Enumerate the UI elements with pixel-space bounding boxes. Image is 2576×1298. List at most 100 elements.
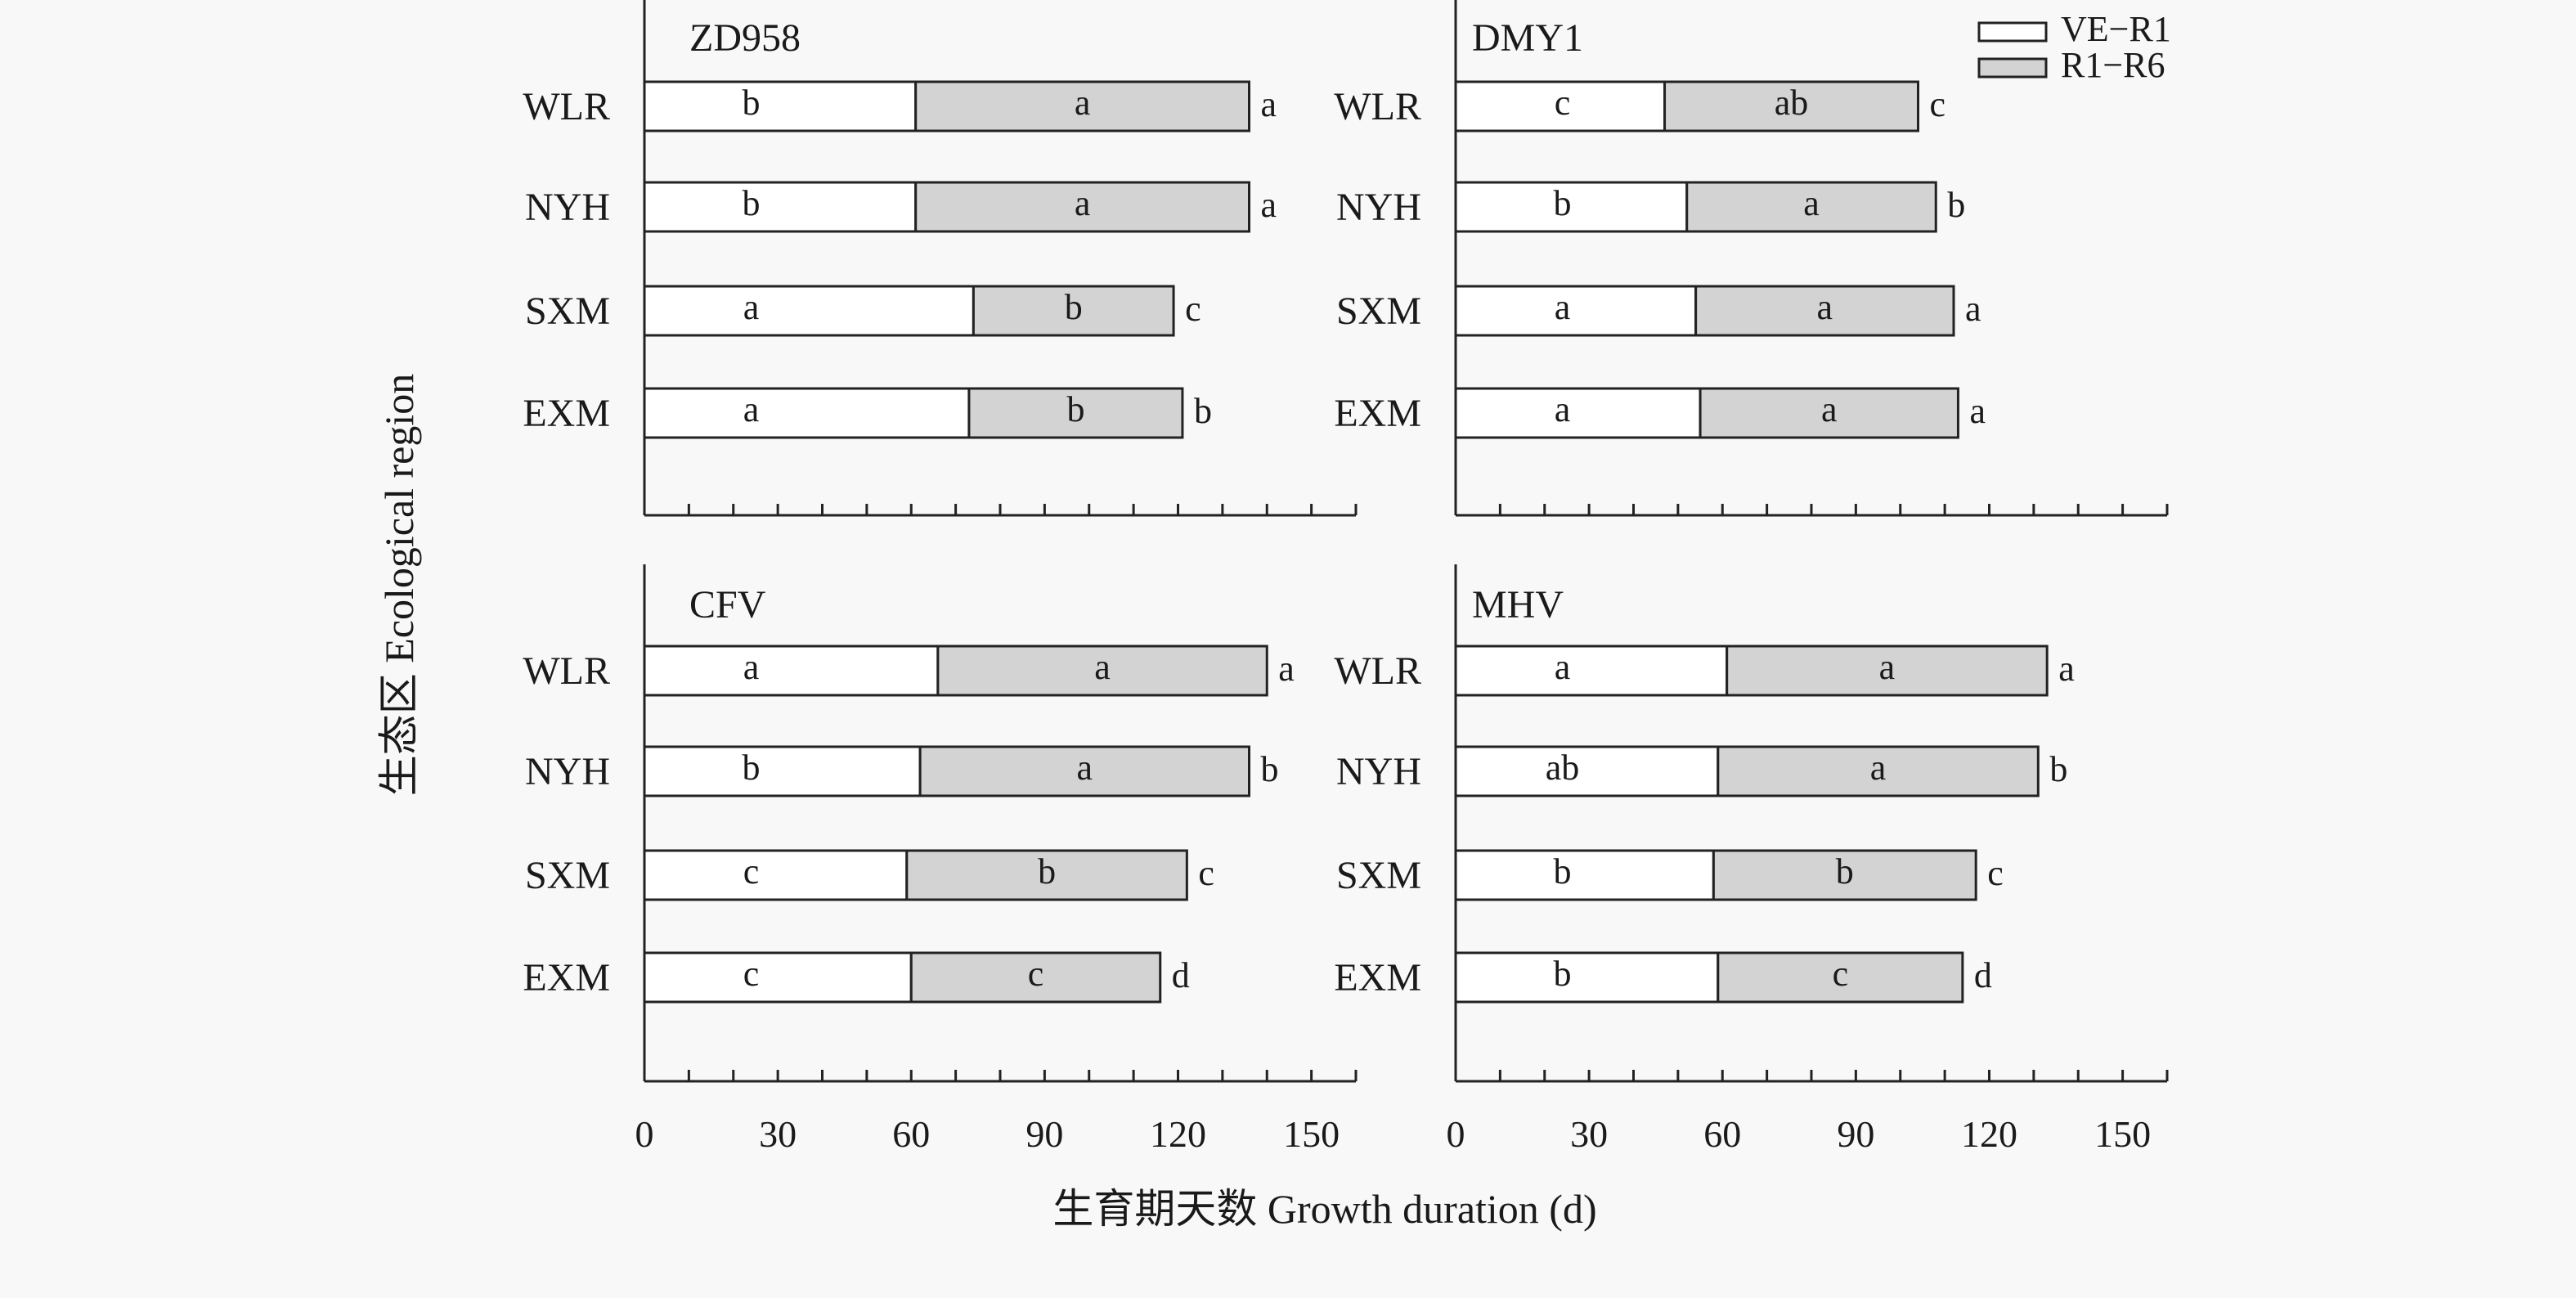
significance-label: a — [1817, 287, 1833, 327]
significance-label: a — [1821, 389, 1838, 429]
bar-segment-r1-r6 — [914, 80, 1250, 132]
panel-title: MHV — [1472, 583, 1564, 627]
bar-segment-r1-r6 — [1717, 951, 1964, 1004]
bar-segment-r1-r6 — [905, 849, 1188, 901]
total-significance-label: b — [1261, 749, 1279, 789]
x-tick-label: 120 — [1961, 1113, 2017, 1155]
total-significance-label: b — [2049, 749, 2067, 789]
bar-segment-r1-r6 — [1699, 387, 1959, 439]
region-label: EXM — [1334, 392, 1421, 435]
significance-label: b — [743, 183, 761, 223]
bar-segment-ve-r1 — [643, 80, 918, 132]
total-significance-label: c — [1198, 853, 1214, 893]
bar-segment-ve-r1 — [643, 645, 940, 697]
bar-segment-ve-r1 — [643, 745, 922, 797]
significance-label: b — [1065, 287, 1083, 327]
total-significance-label: c — [1987, 853, 2004, 893]
bar-segment-r1-r6 — [967, 387, 1184, 439]
bar-segment-ve-r1 — [1454, 645, 1729, 697]
bar-segment-ve-r1 — [1454, 80, 1667, 132]
bar-segment-r1-r6 — [918, 745, 1250, 797]
significance-label: b — [743, 83, 761, 123]
bar-segment-ve-r1 — [643, 181, 918, 233]
x-tick-label: 90 — [1025, 1113, 1063, 1155]
bar-segment-r1-r6 — [1712, 849, 1977, 901]
panel-zd958: ZD958 WLR b a a NYH b a a SXM a b c EXM a b b — [523, 0, 1358, 517]
significance-label: a — [1870, 748, 1887, 788]
region-label: WLR — [523, 649, 610, 693]
x-tick-label: 150 — [1283, 1113, 1340, 1155]
region-label: EXM — [523, 956, 610, 999]
significance-label: a — [1879, 647, 1896, 687]
x-tick-label: 120 — [1150, 1113, 1206, 1155]
significance-label: ab — [1775, 83, 1809, 123]
legend-label: R1−R6 — [2061, 45, 2165, 85]
region-label: EXM — [523, 392, 610, 435]
significance-label: a — [1075, 83, 1091, 123]
bar-segment-r1-r6 — [972, 285, 1175, 337]
bar-segment-r1-r6 — [1663, 80, 1919, 132]
bar-segment-ve-r1 — [643, 387, 971, 439]
bar-segment-ve-r1 — [643, 951, 913, 1004]
significance-label: a — [743, 389, 760, 429]
legend-swatch-r1-r6 — [1977, 57, 2048, 79]
significance-label: b — [1066, 389, 1084, 429]
significance-label: b — [1554, 183, 1572, 223]
bar-segment-ve-r1 — [1454, 181, 1689, 233]
significance-label: a — [1555, 647, 1571, 687]
bar-segment-r1-r6 — [1685, 181, 1937, 233]
total-significance-label: a — [1965, 289, 1981, 329]
significance-label: a — [1094, 647, 1111, 687]
total-significance-label: a — [1261, 185, 1277, 225]
total-significance-label: c — [1930, 84, 1946, 124]
significance-label: a — [1077, 748, 1093, 788]
panel-title: ZD958 — [689, 16, 801, 60]
x-tick-label: 90 — [1837, 1113, 1874, 1155]
x-axis-title: 生育期天数 Growth duration (d) — [1052, 1186, 1596, 1232]
legend-swatch-ve-r1 — [1977, 21, 2048, 43]
panel-title: DMY1 — [1472, 16, 1583, 60]
region-label: WLR — [523, 85, 610, 128]
total-significance-label: a — [2058, 649, 2075, 689]
x-tick-label: 30 — [1570, 1113, 1608, 1155]
region-label: NYH — [525, 186, 610, 229]
region-label: NYH — [525, 750, 610, 793]
bar-segment-ve-r1 — [1454, 745, 1720, 797]
total-significance-label: b — [1947, 185, 1965, 225]
total-significance-label: c — [1185, 289, 1201, 329]
significance-label: c — [743, 954, 760, 994]
significance-label: a — [1075, 183, 1091, 223]
significance-label: c — [743, 851, 760, 892]
total-significance-label: a — [1969, 391, 1986, 431]
y-axis-title: 生态区 Ecological region — [376, 374, 422, 797]
significance-label: a — [743, 647, 760, 687]
region-label: SXM — [525, 854, 610, 897]
total-significance-label: d — [1974, 955, 1992, 995]
bar-segment-r1-r6 — [909, 951, 1162, 1004]
total-significance-label: d — [1172, 955, 1190, 995]
x-tick-label: 60 — [892, 1113, 930, 1155]
region-label: EXM — [1334, 956, 1421, 999]
bar-segment-ve-r1 — [643, 285, 975, 337]
region-label: WLR — [1334, 85, 1421, 128]
significance-label: a — [743, 287, 760, 327]
bar-segment-r1-r6 — [1694, 285, 1955, 337]
significance-label: ab — [1546, 748, 1580, 788]
significance-label: c — [1028, 954, 1044, 994]
total-significance-label: b — [1194, 391, 1212, 431]
significance-label: b — [1554, 851, 1572, 892]
bar-segment-ve-r1 — [643, 849, 909, 901]
legend-label: VE−R1 — [2061, 9, 2171, 49]
region-label: WLR — [1334, 649, 1421, 693]
x-tick-label: 60 — [1703, 1113, 1741, 1155]
significance-label: a — [1555, 389, 1571, 429]
significance-label: c — [1833, 954, 1849, 994]
bar-segment-r1-r6 — [1726, 645, 2049, 697]
significance-label: b — [1836, 851, 1854, 892]
panel-title: CFV — [689, 583, 766, 627]
significance-label: b — [1038, 851, 1056, 892]
x-tick-label: 150 — [2094, 1113, 2151, 1155]
significance-label: a — [1555, 287, 1571, 327]
